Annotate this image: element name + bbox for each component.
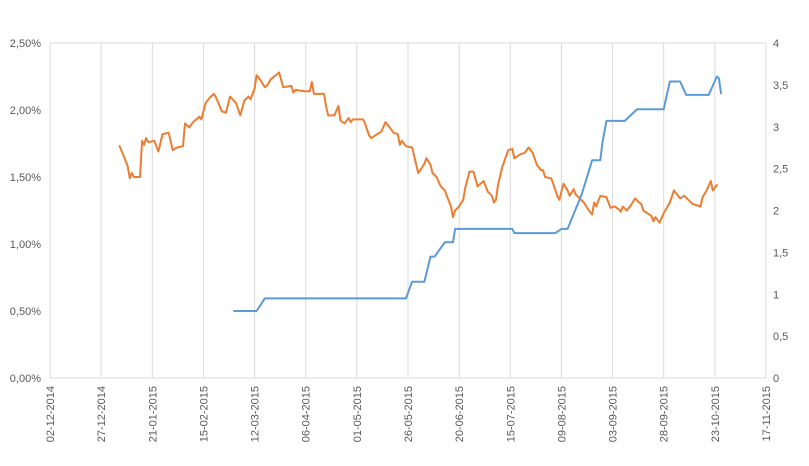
y-right-tick-label: 3,5 bbox=[773, 80, 788, 92]
y-right-tick-label: 1 bbox=[773, 289, 779, 301]
x-tick-label: 23-10-2015 bbox=[710, 386, 722, 442]
x-tick-label: 21-01-2015 bbox=[147, 386, 159, 442]
y-right-tick-label: 2,5 bbox=[773, 164, 788, 176]
x-tick-label: 26-05-2015 bbox=[403, 386, 415, 442]
y-right-tick-label: 0 bbox=[773, 373, 779, 385]
y-right-tick-label: 3 bbox=[773, 122, 779, 134]
x-tick-label: 28-09-2015 bbox=[659, 386, 671, 442]
x-tick-label: 01-05-2015 bbox=[352, 386, 364, 442]
x-tick-label: 17-11-2015 bbox=[761, 386, 773, 441]
y-left-tick-label: 0,50% bbox=[10, 306, 41, 318]
x-tick-label: 06-04-2015 bbox=[301, 386, 313, 442]
series-line-left-axis bbox=[118, 71, 718, 224]
y-right-tick-label: 2 bbox=[773, 206, 779, 218]
y-left-tick-label: 2,00% bbox=[10, 105, 41, 117]
y-left-tick-label: 1,00% bbox=[10, 239, 41, 251]
y-right-tick-label: 1,5 bbox=[773, 247, 788, 259]
y-left-tick-label: 0,00% bbox=[10, 373, 41, 385]
x-tick-label: 12-03-2015 bbox=[250, 386, 262, 442]
y-right-tick-label: 4 bbox=[773, 38, 779, 50]
gridlines bbox=[49, 42, 767, 378]
series-line-right-axis bbox=[233, 75, 722, 312]
x-tick-label: 02-12-2014 bbox=[45, 386, 57, 442]
y-left-tick-label: 1,50% bbox=[10, 172, 41, 184]
y-right-tick-label: 0,5 bbox=[773, 331, 788, 343]
x-tick-label: 15-02-2015 bbox=[198, 386, 210, 442]
x-tick-label: 15-07-2015 bbox=[505, 386, 517, 442]
x-tick-label: 20-06-2015 bbox=[454, 386, 466, 442]
axes: 02-12-2014 27-12-2014 21-01-2015 15-02-2015… bbox=[10, 38, 789, 442]
y-left-tick-label: 2,50% bbox=[10, 38, 41, 50]
x-tick-label: 03-09-2015 bbox=[608, 386, 620, 442]
x-tick-label: 27-12-2014 bbox=[96, 386, 108, 442]
x-tick-label: 09-08-2015 bbox=[556, 386, 568, 442]
series bbox=[118, 71, 722, 312]
